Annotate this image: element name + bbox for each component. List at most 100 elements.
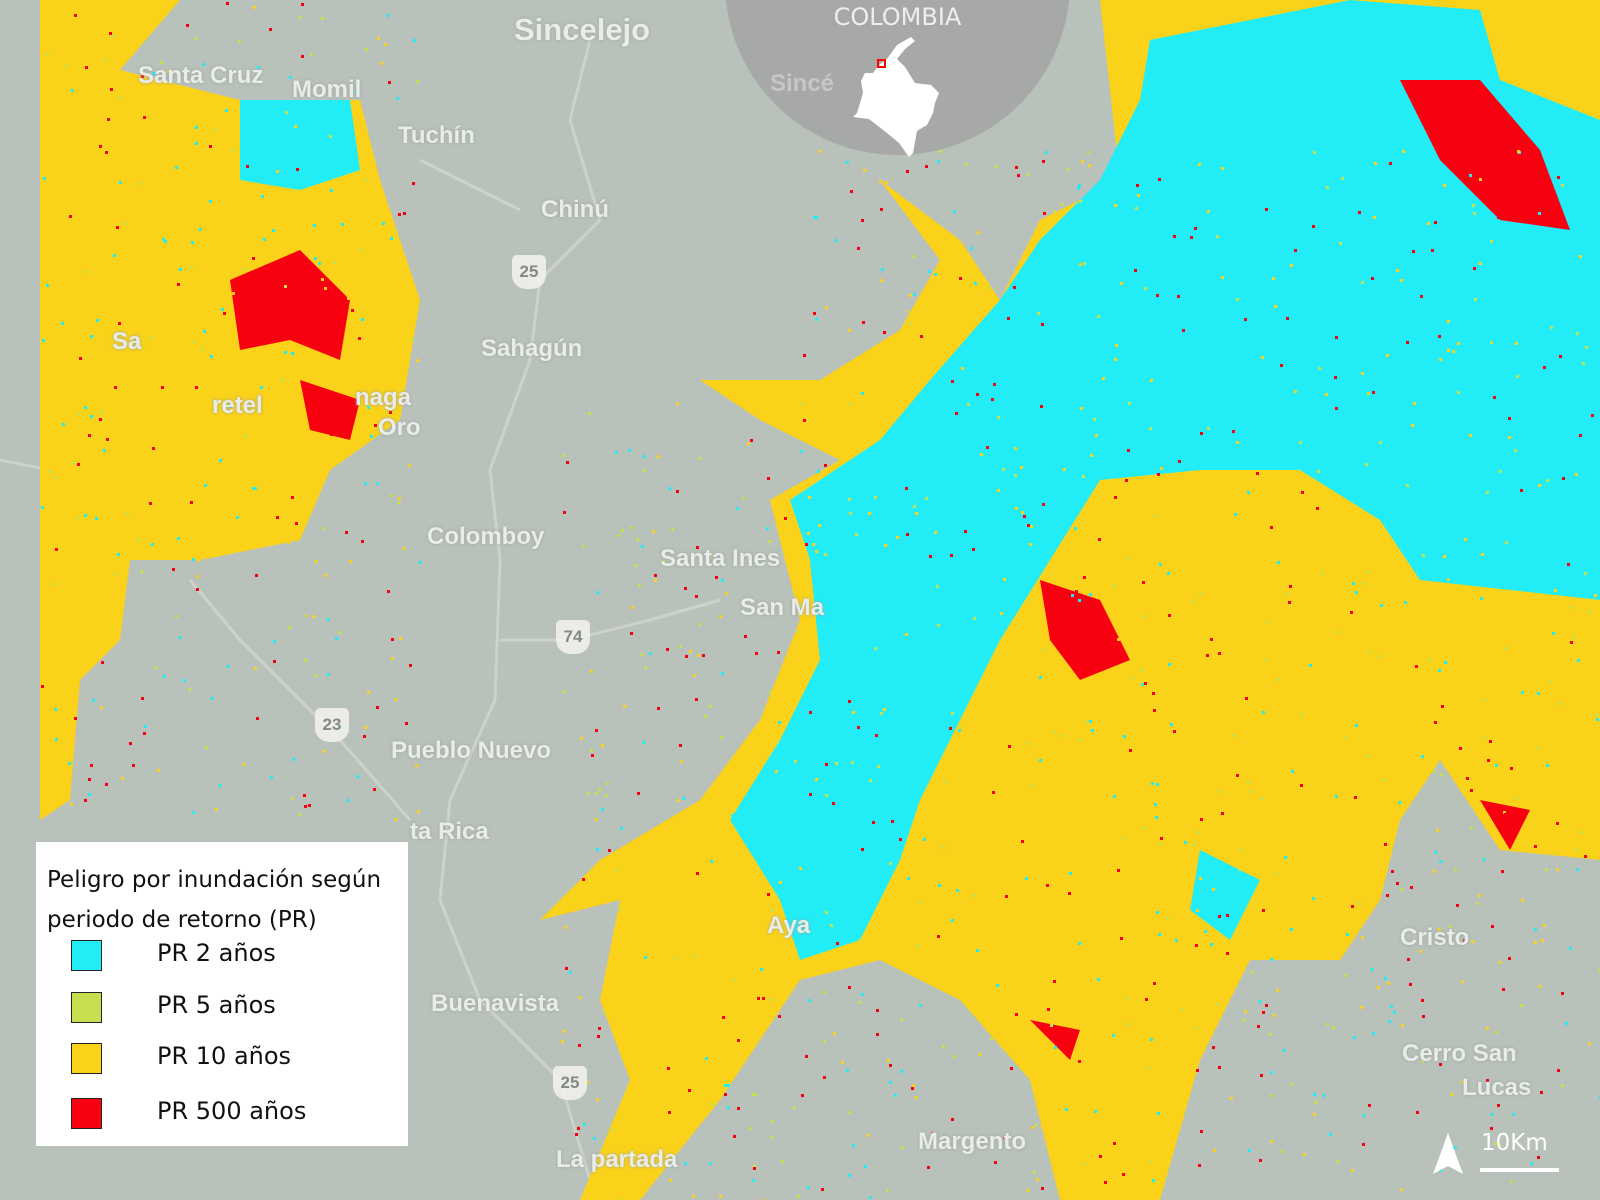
flood-pixel: [1014, 474, 1017, 477]
flood-pixel: [1379, 441, 1382, 444]
flood-pixel: [1362, 1114, 1365, 1117]
flood-pixel: [1421, 1060, 1424, 1063]
flood-pixel: [825, 763, 828, 766]
flood-pixel: [608, 849, 611, 852]
flood-pixel: [304, 805, 307, 808]
flood-pixel: [1480, 597, 1483, 600]
flood-pixel: [1214, 340, 1217, 343]
flood-pixel: [215, 808, 218, 811]
flood-pixel: [1384, 977, 1387, 980]
flood-pixel: [702, 654, 705, 657]
flood-zone-pr500: [230, 80, 1570, 1060]
flood-pixel: [972, 548, 975, 551]
flood-pixel: [697, 654, 700, 657]
flood-pixel: [1301, 491, 1304, 494]
flood-pixel: [1588, 610, 1591, 613]
flood-pixel: [391, 638, 394, 641]
flood-pixel: [1379, 655, 1382, 658]
flood-pixel: [1498, 1143, 1501, 1146]
flood-pixel: [1406, 484, 1409, 487]
flood-pixel: [973, 894, 976, 897]
flood-pixel: [915, 1096, 918, 1099]
flood-pixel: [1155, 515, 1158, 518]
flood-pixel: [1081, 160, 1084, 163]
flood-pixel: [689, 650, 692, 653]
flood-pixel: [165, 96, 168, 99]
flood-pixel: [939, 842, 942, 845]
flood-pixel: [662, 560, 665, 563]
flood-pixel: [276, 170, 279, 173]
flood-pixel: [1156, 294, 1159, 297]
flood-pixel: [1387, 505, 1390, 508]
flood-pixel: [1262, 711, 1265, 714]
flood-pixel: [869, 1196, 872, 1199]
flood-pixel: [1079, 263, 1082, 266]
flood-pixel: [78, 25, 81, 28]
flood-pixel: [321, 278, 324, 281]
flood-pixel: [258, 484, 261, 487]
flood-pixel: [111, 35, 114, 38]
flood-pixel: [590, 670, 593, 673]
flood-pixel: [1503, 811, 1506, 814]
flood-pixel: [257, 66, 260, 69]
flood-pixel: [1284, 856, 1287, 859]
flood-pixel: [1570, 641, 1573, 644]
flood-pixel: [1053, 730, 1056, 733]
flood-pixel: [976, 393, 979, 396]
flood-pixel: [800, 403, 803, 406]
flood-pixel: [1127, 449, 1130, 452]
flood-pixel: [1210, 943, 1213, 946]
flood-pixel: [338, 162, 341, 165]
flood-pixel: [1047, 1008, 1050, 1011]
flood-pixel: [177, 537, 180, 540]
flood-pixel: [695, 698, 698, 701]
flood-pixel: [1361, 372, 1364, 375]
flood-pixel: [1144, 682, 1147, 685]
flood-pixel: [1154, 803, 1157, 806]
flood-pixel: [1521, 899, 1524, 902]
flood-pixel: [284, 351, 287, 354]
flood-pixel: [885, 666, 888, 669]
flood-pixel: [993, 383, 996, 386]
flood-pixel: [1476, 902, 1479, 905]
flood-pixel: [905, 487, 908, 490]
flood-pixel: [1061, 203, 1064, 206]
flood-pixel: [1134, 269, 1137, 272]
flood-pixel: [232, 148, 235, 151]
flood-pixel: [1504, 647, 1507, 650]
flood-pixel: [1078, 942, 1081, 945]
flood-pixel: [1464, 538, 1467, 541]
flood-pixel: [880, 208, 883, 211]
flood-pixel: [1457, 391, 1460, 394]
flood-pixel: [873, 409, 876, 412]
flood-pixel: [887, 1059, 890, 1062]
flood-pixel: [305, 614, 308, 617]
flood-pixel: [114, 19, 117, 22]
place-label: Chinú: [541, 196, 609, 223]
flood-pixel: [202, 63, 205, 66]
flood-pixel: [1039, 759, 1042, 762]
flood-pixel: [1557, 1069, 1560, 1072]
flood-pixel: [408, 464, 411, 467]
flood-pixel: [84, 406, 87, 409]
flood-pixel: [1469, 174, 1472, 177]
flood-pixel: [654, 574, 657, 577]
flood-pixel: [1438, 335, 1441, 338]
flood-pixel: [1125, 479, 1128, 482]
flood-pixel: [855, 533, 858, 536]
flood-pixel: [1565, 1022, 1568, 1025]
place-label: Lucas: [1462, 1074, 1532, 1101]
flood-pixel: [1137, 194, 1140, 197]
flood-pixel: [256, 717, 259, 720]
flood-pixel: [1393, 1011, 1396, 1014]
flood-pixel: [1469, 434, 1472, 437]
flood-pixel: [1082, 475, 1085, 478]
flood-pixel: [1017, 174, 1020, 177]
flood-pixel: [578, 1044, 581, 1047]
flood-pixel: [190, 266, 193, 269]
flood-pixel: [1182, 329, 1185, 332]
flood-pixel: [1089, 593, 1092, 596]
flood-pixel: [770, 943, 773, 946]
flood-pixel: [1487, 474, 1490, 477]
